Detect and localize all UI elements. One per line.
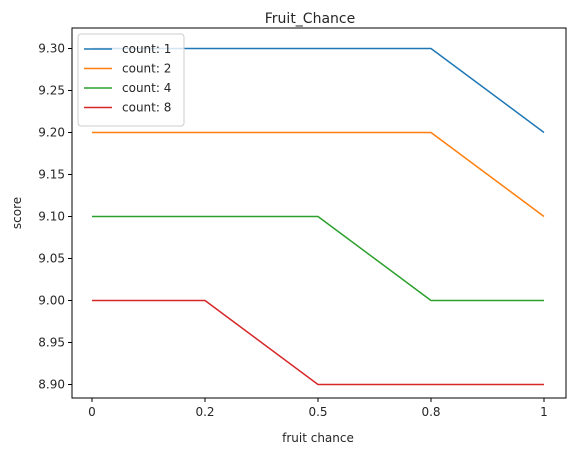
legend-entry: count: 4 xyxy=(122,81,171,95)
y-axis-ticks: 8.90 8.95 9.00 9.05 9.10 9.15 9.20 9.25 9.30 xyxy=(38,42,72,392)
legend-box xyxy=(77,33,185,127)
y-tick-label: 9.15 xyxy=(38,168,65,182)
y-axis-label: score xyxy=(10,197,24,229)
legend-entry: count: 8 xyxy=(122,101,171,115)
y-tick-label: 9.20 xyxy=(38,126,65,140)
y-tick-label: 8.90 xyxy=(38,378,65,392)
series-line-count-2 xyxy=(92,131,545,218)
chart-title: Fruit_Chance xyxy=(265,11,355,27)
legend-entry: count: 2 xyxy=(122,62,171,76)
series-lines xyxy=(92,47,545,386)
y-tick-label: 9.10 xyxy=(38,210,65,224)
x-tick-label: 0.5 xyxy=(308,405,327,419)
legend-entry: count: 1 xyxy=(122,42,171,56)
y-tick-label: 9.30 xyxy=(38,42,65,56)
x-tick-label: 0.2 xyxy=(195,405,214,419)
y-tick-label: 8.95 xyxy=(38,336,65,350)
x-tick-label: 0 xyxy=(88,405,96,419)
series-line-count-4 xyxy=(92,299,544,386)
series-line-count-3 xyxy=(92,215,544,302)
y-tick-label: 9.25 xyxy=(38,84,65,98)
legend: count: 1 count: 2 count: 4 count: 8 xyxy=(77,33,185,127)
x-tick-label: 0.8 xyxy=(421,405,440,419)
x-tick-label: 1 xyxy=(540,405,548,419)
x-axis-ticks: 0 0.2 0.5 0.8 1 xyxy=(88,398,548,419)
y-tick-label: 9.05 xyxy=(38,252,65,266)
y-tick-label: 9.00 xyxy=(38,294,65,308)
x-axis-label: fruit chance xyxy=(282,431,354,445)
plot-frame xyxy=(71,27,567,399)
